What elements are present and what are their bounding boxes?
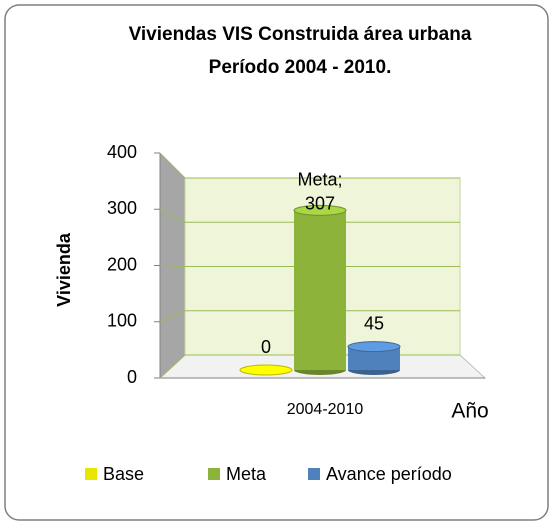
- y-tick-label: 200: [107, 254, 137, 274]
- chart-title: Período 2004 - 2010.: [209, 57, 392, 78]
- grid-line: [159, 265, 460, 267]
- data-label: 45: [364, 313, 384, 333]
- chart-title: Viviendas VIS Construida área urbana: [129, 24, 472, 45]
- grid-line: [159, 310, 460, 323]
- data-label: Meta; 307: [297, 169, 342, 213]
- bar: [294, 210, 346, 370]
- y-tick-label: 0: [127, 367, 137, 387]
- bar: [348, 346, 400, 370]
- y-tick-label: 300: [107, 198, 137, 218]
- bar-top: [293, 204, 347, 216]
- y-tick-label: 100: [107, 311, 137, 331]
- y-tick-label: 400: [107, 142, 137, 162]
- grid-line: [159, 152, 460, 179]
- bar-top: [347, 341, 401, 353]
- legend-swatch: [208, 468, 220, 480]
- y-axis-label: Vivienda: [54, 232, 74, 307]
- data-label: 0: [261, 337, 271, 357]
- legend-swatch: [308, 468, 320, 480]
- x-tick-label: 2004-2010: [287, 401, 364, 418]
- x-axis-label: Año: [451, 400, 488, 423]
- legend-label: Avance período: [326, 464, 452, 484]
- legend-label: Base: [103, 464, 144, 484]
- legend-label: Meta: [226, 464, 267, 484]
- grid-line: [159, 208, 460, 223]
- bar-top: [239, 364, 293, 376]
- legend-swatch: [85, 468, 97, 480]
